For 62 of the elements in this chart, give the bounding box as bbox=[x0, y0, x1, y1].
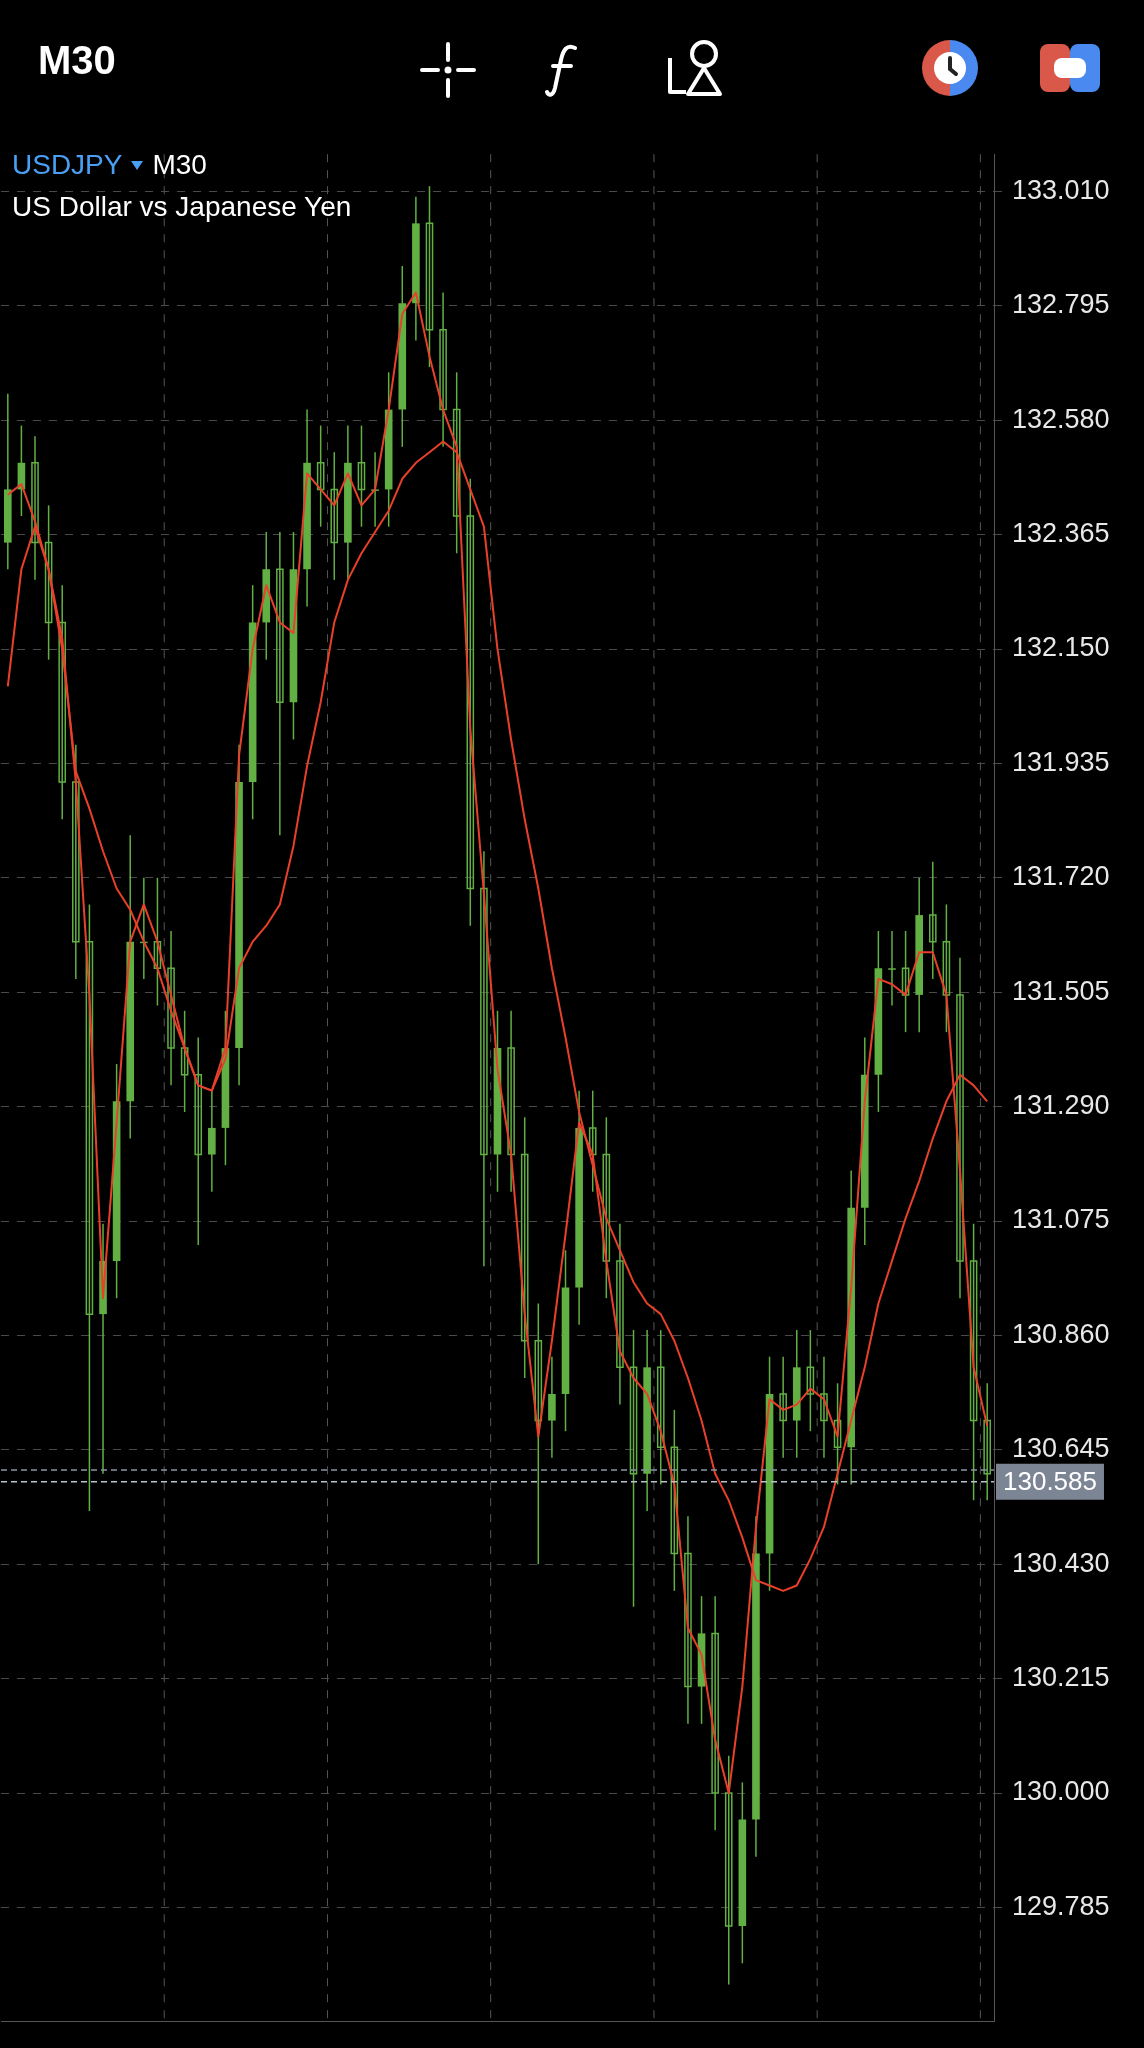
candlestick bbox=[330, 451, 339, 581]
y-tick-label: 131.935 bbox=[1012, 746, 1110, 777]
candlestick bbox=[507, 1010, 515, 1193]
candlestick bbox=[276, 531, 284, 837]
candlestick bbox=[670, 1409, 679, 1592]
candlestick bbox=[656, 1329, 665, 1486]
candlestick bbox=[588, 1089, 597, 1193]
candlestick bbox=[180, 1010, 189, 1113]
candlestick bbox=[72, 744, 80, 980]
candlestick bbox=[888, 930, 896, 1007]
y-tick-label: 130.645 bbox=[1012, 1433, 1110, 1464]
y-tick-label: 130.430 bbox=[1012, 1547, 1110, 1578]
y-tick-label: 132.580 bbox=[1012, 403, 1110, 434]
y-tick-label: 131.505 bbox=[1012, 975, 1110, 1006]
candlestick bbox=[629, 1329, 638, 1608]
candlestick bbox=[779, 1355, 787, 1459]
candlestick bbox=[602, 1116, 611, 1299]
candlestick bbox=[44, 504, 53, 661]
candlestick bbox=[371, 451, 379, 528]
candlestick bbox=[31, 435, 39, 581]
annotation: M30 bbox=[152, 148, 207, 182]
candlestick bbox=[439, 291, 447, 448]
candlestick bbox=[928, 861, 937, 980]
y-tick-label: 132.150 bbox=[1012, 632, 1110, 663]
candlestick bbox=[452, 371, 461, 555]
y-tick-label: 133.010 bbox=[1012, 174, 1110, 205]
candlestick bbox=[616, 1222, 624, 1406]
y-tick-label: 130.000 bbox=[1012, 1776, 1110, 1807]
y-tick-label: 130.215 bbox=[1012, 1662, 1110, 1693]
chart-title: USDJPY bbox=[12, 148, 123, 182]
candlestick bbox=[806, 1329, 815, 1432]
candlestick bbox=[58, 584, 67, 821]
candlestick bbox=[942, 903, 951, 1033]
y-tick-label: 130.860 bbox=[1012, 1318, 1110, 1349]
candlestick bbox=[724, 1755, 733, 1986]
candlestick bbox=[956, 956, 964, 1299]
candlestick bbox=[711, 1595, 719, 1831]
candlestick bbox=[425, 185, 434, 368]
candlestick bbox=[194, 1036, 203, 1246]
candlestick bbox=[901, 930, 910, 1033]
y-tick-label: 131.720 bbox=[1012, 861, 1110, 892]
text: US Dollar vs Japanese Yen bbox=[12, 190, 352, 224]
candlestick bbox=[534, 1302, 543, 1565]
candlestick bbox=[520, 1116, 529, 1379]
candlestick bbox=[969, 1222, 978, 1502]
candlestick bbox=[316, 424, 325, 528]
candlestick bbox=[820, 1355, 828, 1459]
candlestick bbox=[480, 850, 488, 1267]
candlestick bbox=[167, 930, 175, 1087]
y-tick-label: 129.785 bbox=[1012, 1890, 1110, 1921]
y-tick-label: 132.795 bbox=[1012, 289, 1110, 320]
candlestick bbox=[983, 1382, 992, 1502]
candlestick bbox=[466, 478, 475, 927]
candlestick bbox=[85, 903, 94, 1512]
candlestick bbox=[684, 1515, 692, 1725]
ref-line-label: 130.585 bbox=[1003, 1465, 1097, 1496]
candlestick bbox=[153, 877, 162, 1007]
y-tick-label: 131.290 bbox=[1012, 1090, 1110, 1121]
text: M30 bbox=[38, 38, 116, 83]
candlestick bbox=[357, 424, 366, 528]
y-tick-label: 131.075 bbox=[1012, 1204, 1110, 1235]
y-tick-label: 132.365 bbox=[1012, 518, 1110, 549]
